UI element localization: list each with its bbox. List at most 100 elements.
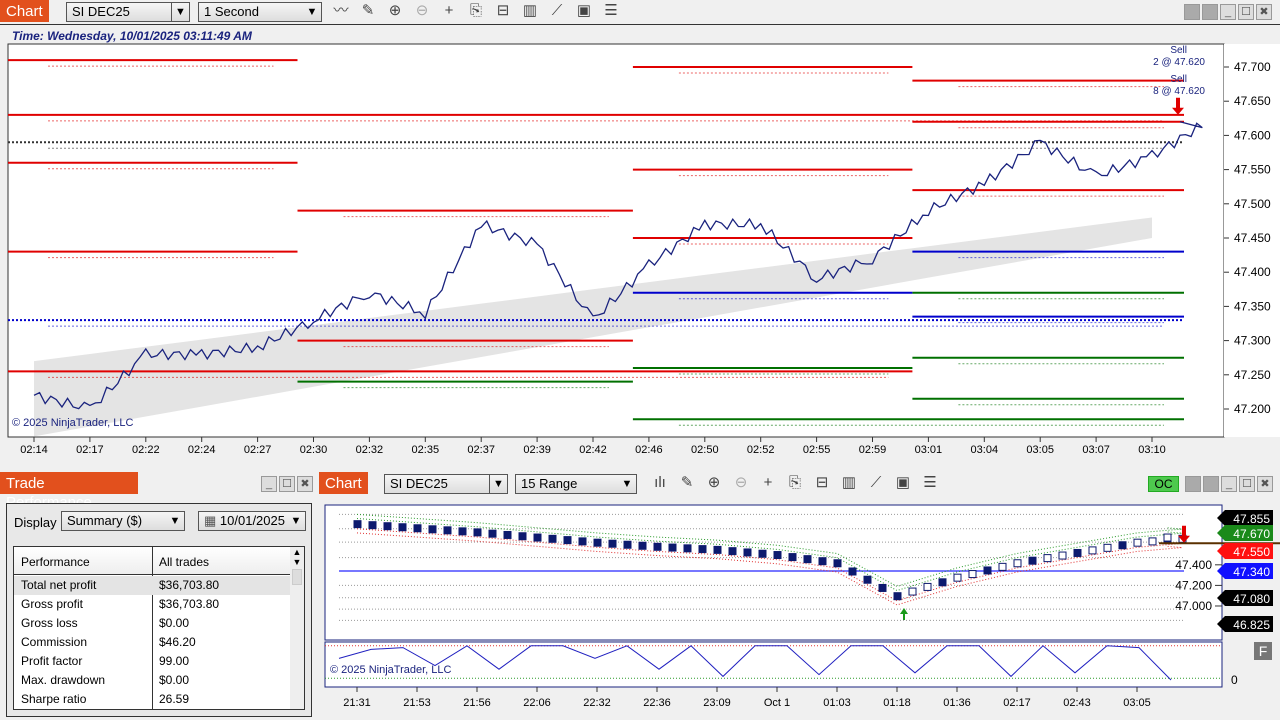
zoom-in-icon[interactable]: ⊕ [707, 474, 721, 491]
candle [653, 542, 662, 551]
chevron-down-icon[interactable]: ▼ [306, 6, 318, 18]
crosshair-icon[interactable]: + [763, 474, 773, 491]
price-badge [1217, 616, 1273, 632]
data-box-icon[interactable]: ⎘ [469, 2, 482, 19]
x-tick-label: 02:46 [635, 444, 663, 456]
instrument-select[interactable]: SI DEC25 ▼ [66, 2, 190, 22]
candle [848, 567, 857, 576]
close-button[interactable]: ✖ [1257, 476, 1273, 492]
x-tick-label: 03:07 [1082, 444, 1110, 456]
calculator-icon[interactable]: ▣ [576, 2, 592, 19]
candle [1073, 548, 1082, 557]
crosshair-icon[interactable]: + [444, 2, 454, 19]
metric-value: 99.00 [159, 654, 190, 668]
data-box-icon[interactable]: ⎘ [788, 474, 801, 491]
calculator-icon[interactable]: ▣ [895, 474, 911, 491]
price-badge-label: 47.550 [1233, 545, 1270, 559]
strategy-icon[interactable]: ⟋ [551, 2, 563, 19]
candle [533, 533, 542, 542]
table-row[interactable]: Gross profit $36,703.80 [14, 595, 290, 614]
line-chart-icon[interactable]: 〰 [333, 2, 349, 19]
chart-tab[interactable]: Chart [319, 472, 368, 494]
maximize-button[interactable]: ☐ [1239, 476, 1255, 492]
candle [1088, 546, 1097, 555]
close-button[interactable]: ✖ [297, 476, 313, 492]
zoom-in-icon[interactable]: ⊕ [388, 2, 402, 19]
oscillator-tick-label: 0 [1231, 673, 1238, 687]
bar-chart-icon[interactable]: ▥ [841, 474, 857, 491]
annotation-label: Sell [1170, 45, 1187, 56]
y-tick-label: 47.000 [1175, 599, 1212, 613]
price-badge-label: 47.340 [1233, 565, 1270, 579]
list-icon[interactable]: ☰ [604, 2, 618, 19]
tile-button-2[interactable] [1202, 4, 1218, 20]
tile-button[interactable] [1184, 4, 1200, 20]
maximize-button[interactable]: ☐ [1238, 4, 1254, 20]
price-badge [1217, 525, 1273, 541]
table-row[interactable]: Commission $46.20 [14, 633, 290, 652]
x-tick-label: 03:10 [1138, 444, 1166, 456]
maximize-button[interactable]: ☐ [279, 476, 295, 492]
candle [818, 557, 827, 566]
trade-performance-tab[interactable]: Trade Performance [0, 472, 138, 511]
pencil-icon[interactable]: ✎ [361, 2, 375, 19]
x-tick-label: 03:05 [1026, 444, 1054, 456]
minimize-button[interactable]: _ [1220, 4, 1236, 20]
properties-icon[interactable]: ⊟ [815, 474, 829, 491]
tile-button-2[interactable] [1203, 476, 1219, 492]
strategy-icon[interactable]: ⟋ [870, 474, 882, 491]
oc-button[interactable]: OC [1148, 476, 1179, 492]
list-icon[interactable]: ☰ [923, 474, 937, 491]
table-row[interactable]: Sharpe ratio 26.59 [14, 690, 290, 709]
x-tick-label: 22:36 [643, 697, 671, 709]
close-button[interactable]: ✖ [1256, 4, 1272, 20]
price-badge-label: 47.670 [1233, 527, 1270, 541]
date-picker[interactable]: ▦ 10/01/2025 ▼ [198, 511, 306, 531]
performance-table: Performance All trades Total net profit $… [13, 546, 305, 710]
chart-tab[interactable]: Chart [0, 0, 49, 22]
interval-select[interactable]: 15 Range ▼ [515, 474, 637, 494]
candlestick-icon[interactable]: ılı [654, 474, 666, 491]
y-tick-label: 47.250 [1234, 368, 1271, 382]
y-tick-label: 47.500 [1234, 197, 1271, 211]
candle [698, 545, 707, 554]
f-button[interactable]: F [1254, 642, 1272, 660]
table-row[interactable]: Gross loss $0.00 [14, 614, 290, 633]
chevron-down-icon[interactable]: ▼ [489, 475, 507, 493]
chevron-down-icon[interactable]: ▼ [171, 3, 189, 21]
pencil-icon[interactable]: ✎ [680, 474, 694, 491]
candle [758, 549, 767, 558]
candle [713, 545, 722, 554]
instrument-select[interactable]: SI DEC25 ▼ [384, 474, 508, 494]
table-row[interactable]: Total net profit $36,703.80 [14, 576, 290, 595]
interval-select[interactable]: 1 Second ▼ [198, 2, 322, 22]
minimize-button[interactable]: _ [1221, 476, 1237, 492]
tile-button[interactable] [1185, 476, 1201, 492]
price-badge [1217, 510, 1273, 526]
bar-chart-icon[interactable]: ▥ [522, 2, 538, 19]
properties-icon[interactable]: ⊟ [496, 2, 510, 19]
x-tick-label: 02:22 [132, 444, 160, 456]
metric-value: $36,703.80 [159, 597, 220, 611]
metric-value: $46.20 [159, 635, 196, 649]
minimize-button[interactable]: _ [261, 476, 277, 492]
calendar-icon: ▦ [204, 513, 220, 528]
column-header-all-trades[interactable]: All trades [159, 555, 210, 569]
table-row[interactable]: Max. drawdown $0.00 [14, 671, 290, 690]
column-header-performance[interactable]: Performance [21, 555, 90, 569]
scrollbar[interactable]: ▲ ▼ [290, 547, 304, 709]
candle [863, 575, 872, 584]
table-row[interactable]: Profit factor 99.00 [14, 652, 290, 671]
chevron-down-icon[interactable]: ▼ [621, 478, 633, 490]
buy-arrow-icon [900, 608, 908, 621]
x-tick-label: 02:30 [300, 444, 328, 456]
display-select[interactable]: Summary ($) ▼ [61, 511, 185, 531]
candle [893, 592, 902, 601]
zoom-out-icon[interactable]: ⊖ [734, 474, 748, 491]
annotation-detail: 8 @ 47.620 [1153, 86, 1205, 97]
x-tick-label: 21:56 [463, 697, 491, 709]
zoom-out-icon[interactable]: ⊖ [415, 2, 429, 19]
trade-performance-window: Trade Performance _☐✖ Display Summary ($… [0, 472, 318, 720]
